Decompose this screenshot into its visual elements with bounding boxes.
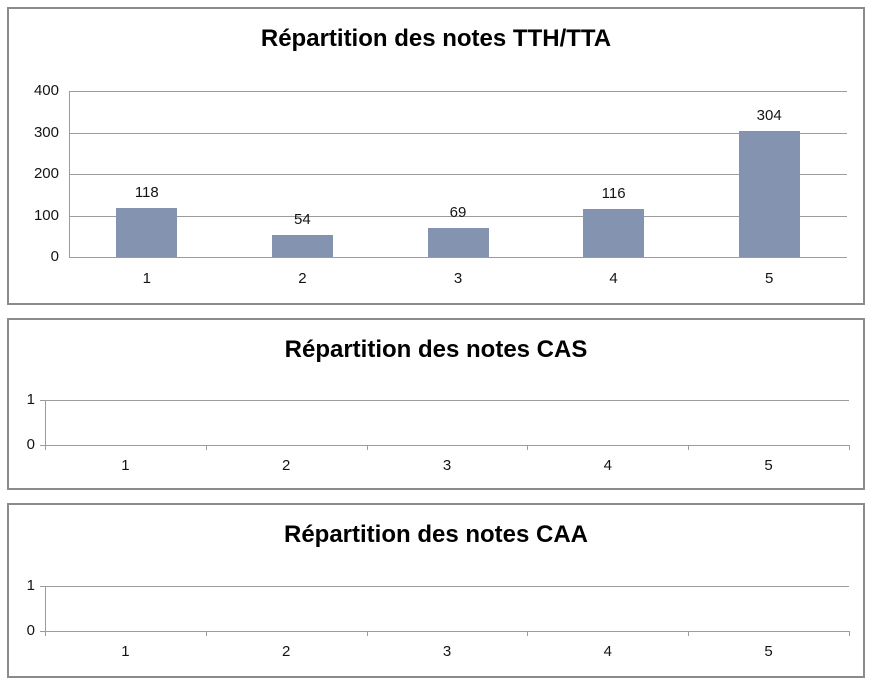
y-axis-tick-label: 0 (26, 622, 35, 639)
x-axis-tick-mark (367, 631, 368, 636)
x-axis-category-label: 4 (609, 270, 618, 287)
y-axis-tick-label: 0 (50, 248, 59, 265)
chart-panel-cas[interactable]: Répartition des notes CAS 0 1 1 2 3 4 5 (7, 318, 865, 490)
x-axis-category-label: 3 (442, 457, 452, 474)
chart-title-cas: Répartition des notes CAS (284, 336, 588, 363)
x-axis-category-label: 5 (765, 270, 774, 287)
x-axis-category-label: 4 (603, 457, 612, 474)
bar-category-5 (738, 130, 800, 257)
x-axis-category-label: 2 (282, 643, 291, 660)
gridline-y-0 (45, 445, 849, 446)
gridline-y-0 (45, 631, 849, 632)
y-axis-line (45, 586, 46, 635)
y-axis-line (69, 91, 70, 257)
x-axis-tick-mark (206, 631, 207, 636)
plot-area-caa: 0 1 1 2 3 4 5 (27, 577, 850, 660)
x-axis-tick-mark (45, 631, 46, 636)
bar-value-label: 116 (601, 184, 626, 202)
chart-title-tth-tta: Répartition des notes TTH/TTA (260, 25, 612, 52)
y-axis-tick-label: 1 (26, 391, 35, 408)
x-axis-category-label: 3 (453, 270, 463, 287)
x-axis-category-label: 1 (121, 457, 130, 474)
chart-panel-caa[interactable]: Répartition des notes CAA 0 1 1 2 3 4 5 (7, 503, 865, 678)
x-axis-tick-mark (206, 445, 207, 450)
chart-panel-tth-tta[interactable]: Répartition des notes TTH/TTA 0 100 200 300… (7, 7, 865, 305)
gridline-y-1 (45, 586, 849, 587)
y-axis-tick-label: 100 (33, 207, 59, 224)
plot-area-cas: 0 1 1 2 3 4 5 (27, 391, 850, 474)
gridline-y-100 (69, 216, 847, 217)
x-axis-tick-mark (849, 631, 850, 636)
chart-title-caa: Répartition des notes CAA (283, 521, 589, 548)
x-axis-category-label: 4 (603, 643, 612, 660)
x-axis-category-label: 2 (298, 270, 307, 287)
bar-category-3 (427, 228, 489, 257)
bar-category-2 (271, 234, 333, 257)
x-axis-tick-mark (688, 445, 689, 450)
y-axis-line (45, 400, 46, 449)
gridline-y-1 (45, 400, 849, 401)
bar-category-4 (583, 208, 645, 257)
y-axis-tick-mark (40, 586, 45, 587)
gridline-y-400 (69, 91, 847, 92)
y-axis-tick-label: 400 (33, 82, 59, 99)
y-axis-tick-mark (40, 445, 45, 446)
bar-value-label: 118 (134, 184, 159, 202)
gridline-y-300 (69, 133, 847, 134)
x-axis-tick-mark (527, 631, 528, 636)
x-axis-tick-mark (367, 445, 368, 450)
bar-value-label: 69 (449, 204, 467, 222)
y-axis-tick-mark (40, 400, 45, 401)
x-axis-category-label: 5 (764, 643, 773, 660)
x-axis-category-label: 5 (764, 457, 773, 474)
x-axis-tick-mark (45, 445, 46, 450)
gridline-y-0 (69, 257, 847, 258)
x-axis-category-label: 1 (121, 643, 130, 660)
x-axis-category-label: 2 (282, 457, 291, 474)
y-axis-tick-label: 1 (26, 577, 35, 594)
gridline-y-200 (69, 174, 847, 175)
x-axis-category-label: 3 (442, 643, 452, 660)
y-axis-tick-label: 300 (33, 124, 59, 141)
x-axis-tick-mark (688, 631, 689, 636)
x-axis-tick-mark (849, 445, 850, 450)
y-axis-tick-label: 200 (33, 165, 59, 182)
plot-area-tth-tta: 0 100 200 300 400 118 54 69 116 304 1 2 3 4 5 (34, 82, 847, 287)
x-axis-tick-mark (527, 445, 528, 450)
bar-value-label: 304 (756, 106, 782, 124)
x-axis-category-label: 1 (142, 270, 151, 287)
bar-category-1 (116, 208, 178, 257)
bar-value-label: 54 (294, 210, 311, 228)
y-axis-tick-mark (40, 631, 45, 632)
y-axis-tick-label: 0 (26, 436, 35, 453)
